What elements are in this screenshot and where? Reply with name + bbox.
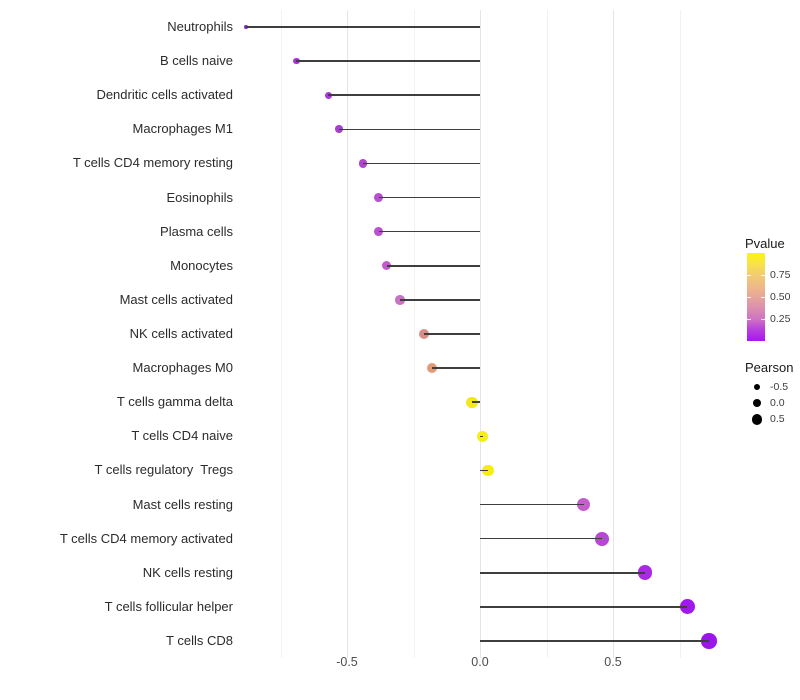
colorbar-tick-label: 0.25 (770, 313, 791, 325)
x-tick-label: 0.5 (604, 655, 622, 669)
minor-gridline (679, 10, 681, 658)
colorbar-tick (747, 296, 751, 298)
lollipop-stem (480, 469, 488, 472)
category-label: T cells gamma delta (116, 394, 233, 410)
pvalue-legend-title: Pvalue (745, 236, 785, 251)
lollipop-stem (480, 640, 709, 642)
lollipop-dot (637, 565, 653, 581)
lollipop-stem (480, 537, 603, 540)
category-label: Dendritic cells activated (96, 87, 233, 103)
colorbar-tick (761, 318, 765, 320)
lollipop-stem (480, 572, 645, 574)
major-gridline (613, 10, 614, 658)
major-gridline (480, 10, 481, 658)
category-label: NK cells activated (129, 325, 233, 341)
lollipop-stem (432, 367, 480, 369)
x-tick-label: -0.5 (336, 655, 358, 669)
lollipop-stem (362, 162, 480, 165)
major-gridline (347, 10, 348, 658)
category-label: Macrophages M1 (132, 121, 233, 137)
size-legend-dot (753, 383, 761, 391)
lollipop-stem (400, 299, 480, 301)
lollipop-stem (378, 196, 480, 199)
category-label: NK cells resting (142, 564, 233, 580)
lollipop-stem (378, 230, 480, 233)
category-label: T cells regulatory Tregs (94, 462, 233, 478)
size-legend-label: 0.5 (770, 413, 785, 426)
x-tick-label: 0.0 (471, 655, 489, 669)
minor-gridline (546, 10, 548, 658)
lollipop-dot (426, 362, 438, 374)
pvalue-colorbar (747, 253, 765, 341)
minor-gridline (280, 10, 282, 658)
colorbar-tick (747, 318, 751, 320)
lollipop-dot (382, 261, 392, 271)
lollipop-dot (466, 396, 478, 408)
lollipop-stem (245, 26, 480, 28)
lollipop-dot (482, 464, 494, 477)
lollipop-dot (679, 599, 696, 615)
category-label: Plasma cells (160, 223, 233, 239)
pearson-legend-title: Pearson (745, 360, 794, 375)
category-label: Mast cells activated (119, 291, 233, 307)
size-legend-label: -0.5 (770, 381, 789, 393)
category-label: Neutrophils (167, 19, 233, 34)
colorbar-tick (761, 296, 765, 298)
lollipop-dot (293, 58, 300, 65)
lollipop-stem (480, 606, 688, 608)
lollipop-stem (480, 435, 483, 438)
lollipop-stem (328, 94, 480, 96)
category-label: T cells CD4 naive (131, 428, 233, 444)
size-legend-label: 0.0 (770, 397, 785, 410)
category-label: Mast cells resting (132, 496, 233, 512)
category-label: Eosinophils (166, 189, 234, 205)
size-legend-dot (751, 414, 763, 425)
category-label: T cells follicular helper (104, 598, 233, 614)
lollipop-stem (339, 128, 480, 131)
colorbar-tick (761, 274, 765, 276)
lollipop-stem (386, 265, 480, 267)
colorbar-tick-label: 0.50 (770, 291, 791, 303)
category-label: B cells naive (160, 53, 233, 69)
lollipop-stem (480, 503, 584, 506)
size-legend-dot (752, 398, 762, 408)
category-label: Macrophages M0 (132, 360, 233, 376)
minor-gridline (413, 10, 415, 658)
category-label: T cells CD8 (166, 632, 233, 648)
lollipop-stem (472, 401, 480, 403)
category-label: T cells CD4 memory activated (59, 530, 233, 546)
category-label: Monocytes (170, 257, 233, 273)
lollipop-dot (700, 633, 717, 649)
category-label: T cells CD4 memory resting (72, 155, 233, 171)
lollipop-dot (335, 125, 343, 134)
lollipop-stem (296, 60, 480, 62)
colorbar-tick-label: 0.75 (770, 269, 791, 281)
colorbar-tick (747, 274, 751, 276)
lollipop-stem (424, 333, 480, 335)
